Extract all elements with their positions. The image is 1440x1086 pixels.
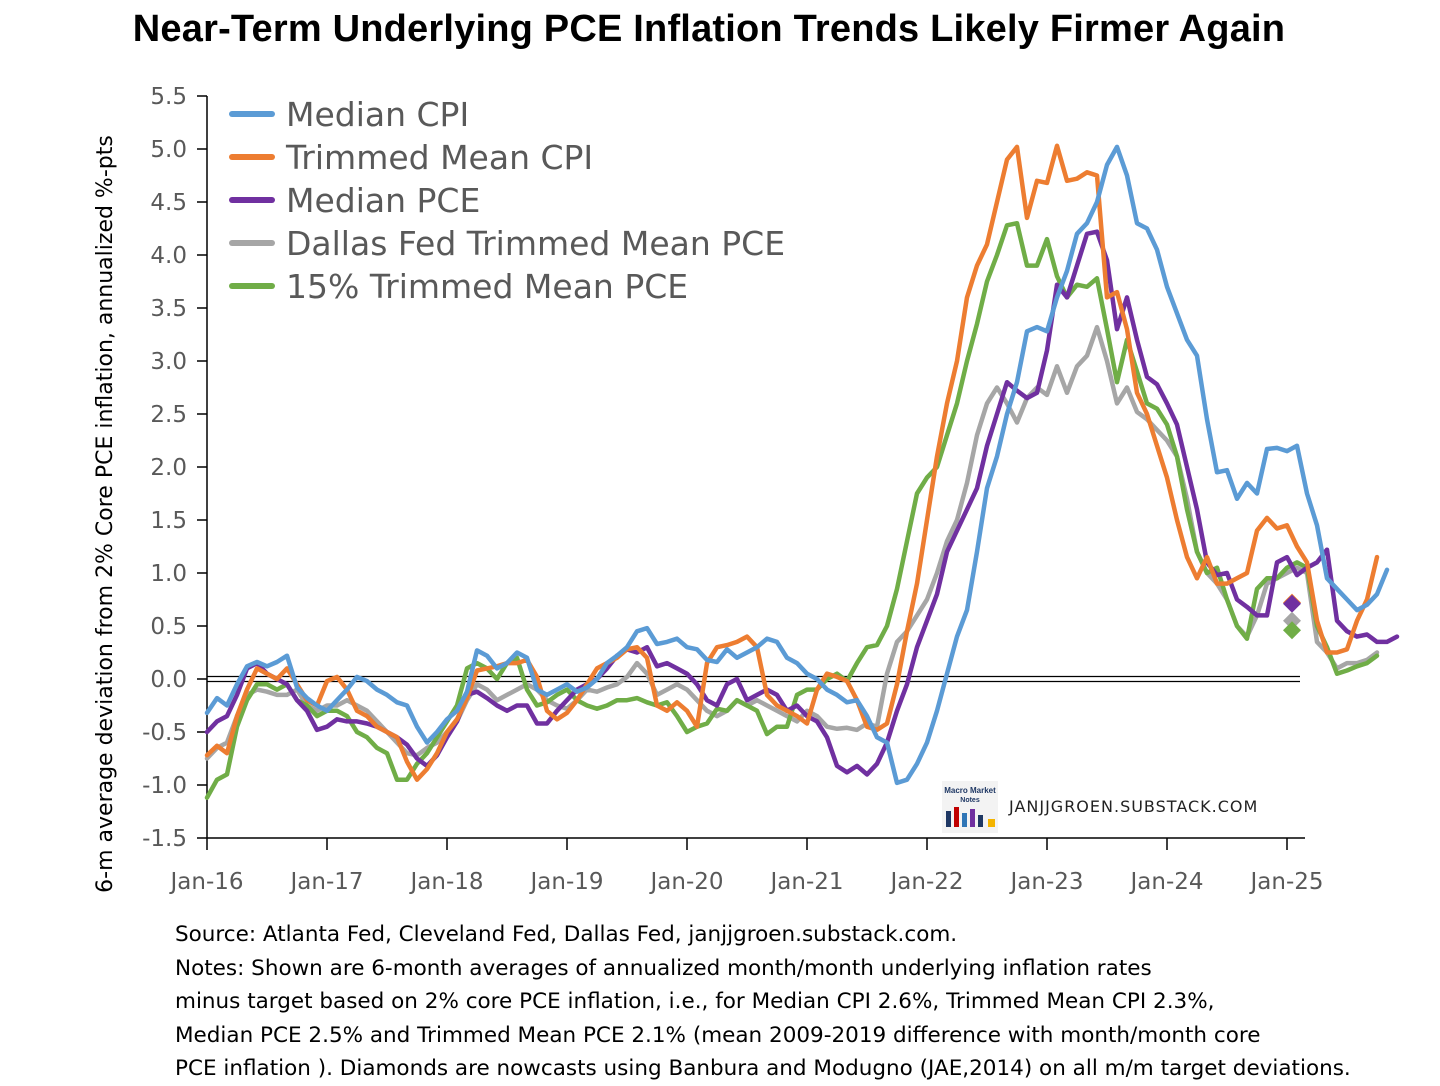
y-tick-label: 5.0 <box>150 137 187 163</box>
y-tick-label: 3.0 <box>150 349 187 375</box>
y-tick-label: 4.0 <box>150 243 187 269</box>
y-tick-label: -1.0 <box>142 773 187 799</box>
y-tick-label: 3.5 <box>150 296 187 322</box>
nowcast-diamond <box>1283 621 1301 640</box>
notes-line: Source: Atlanta Fed, Cleveland Fed, Dall… <box>175 922 958 947</box>
chart-notes: Source: Atlanta Fed, Cleveland Fed, Dall… <box>175 918 1425 1086</box>
nowcast-diamond <box>1283 611 1301 630</box>
svg-text:Notes: Notes <box>960 797 980 804</box>
x-tick-label: Jan-18 <box>408 869 483 895</box>
x-tick-label: Jan-17 <box>288 869 363 895</box>
x-tick-label: Jan-16 <box>168 869 243 895</box>
legend-label: Trimmed Mean CPI <box>285 138 593 177</box>
legend-label: Median CPI <box>286 95 469 134</box>
x-tick-label: Jan-21 <box>768 869 843 895</box>
notes-line: PCE inflation ). Diamonds are nowcasts u… <box>175 1056 1351 1081</box>
series-line-median-cpi <box>204 144 1390 786</box>
chart-title: Near-Term Underlying PCE Inflation Trend… <box>132 8 1286 50</box>
x-tick-label: Jan-22 <box>888 869 963 895</box>
notes-line: Notes: Shown are 6-month averages of ann… <box>175 955 1152 981</box>
legend-label: Dallas Fed Trimmed Mean PCE <box>286 224 785 263</box>
macro-market-notes-logo: Macro Market Notes <box>942 781 998 833</box>
x-tick-label: Jan-25 <box>1248 869 1323 895</box>
y-tick-label: 1.0 <box>150 561 187 587</box>
chart-axes: 5.5 5.0 4.5 4.0 3.5 3.0 2.5 2.0 1.5 1.0 0.5 0.0 -0.5… <box>142 84 1323 895</box>
y-tick-label: 2.0 <box>150 455 187 481</box>
y-tick-label: -0.5 <box>142 720 187 746</box>
nowcast-markers <box>1283 593 1301 640</box>
series-line-median-pce <box>204 229 1400 777</box>
y-tick-label: 4.5 <box>150 190 187 216</box>
watermark-url: JANJJGROEN.SUBSTACK.COM <box>1009 797 1259 816</box>
y-axis-label: 6-m average deviation from 2% Core PCE i… <box>93 135 118 893</box>
legend-label: Median PCE <box>286 181 480 220</box>
x-tick-label: Jan-23 <box>1008 869 1083 895</box>
y-tick-label: -1.5 <box>142 826 187 852</box>
nowcast-diamond <box>1283 594 1301 613</box>
x-tick-label: Jan-19 <box>528 869 603 895</box>
y-tick-label: 2.5 <box>150 402 187 428</box>
series-line-trimmed-mean-cpi <box>204 143 1380 782</box>
y-tick-label: 0.0 <box>150 667 187 693</box>
chart-legend: Median CPI Trimmed Mean CPI Median PCE Dall… <box>229 95 785 306</box>
y-tick-label: 0.5 <box>150 614 187 640</box>
series-line-15-trimmed-mean-pce <box>204 220 1380 800</box>
x-tick-label: Jan-24 <box>1128 869 1203 895</box>
chart-series <box>204 143 1400 800</box>
svg-text:Macro Market: Macro Market <box>944 786 996 795</box>
legend-label: 15% Trimmed Mean PCE <box>286 267 688 306</box>
y-tick-label: 1.5 <box>150 508 187 534</box>
notes-line: Median PCE 2.5% and Trimmed Mean PCE 2.1… <box>175 1022 1261 1048</box>
x-tick-label: Jan-20 <box>648 869 723 895</box>
notes-line: minus target based on 2% core PCE inflat… <box>175 989 1215 1014</box>
y-tick-label: 5.5 <box>150 84 187 110</box>
